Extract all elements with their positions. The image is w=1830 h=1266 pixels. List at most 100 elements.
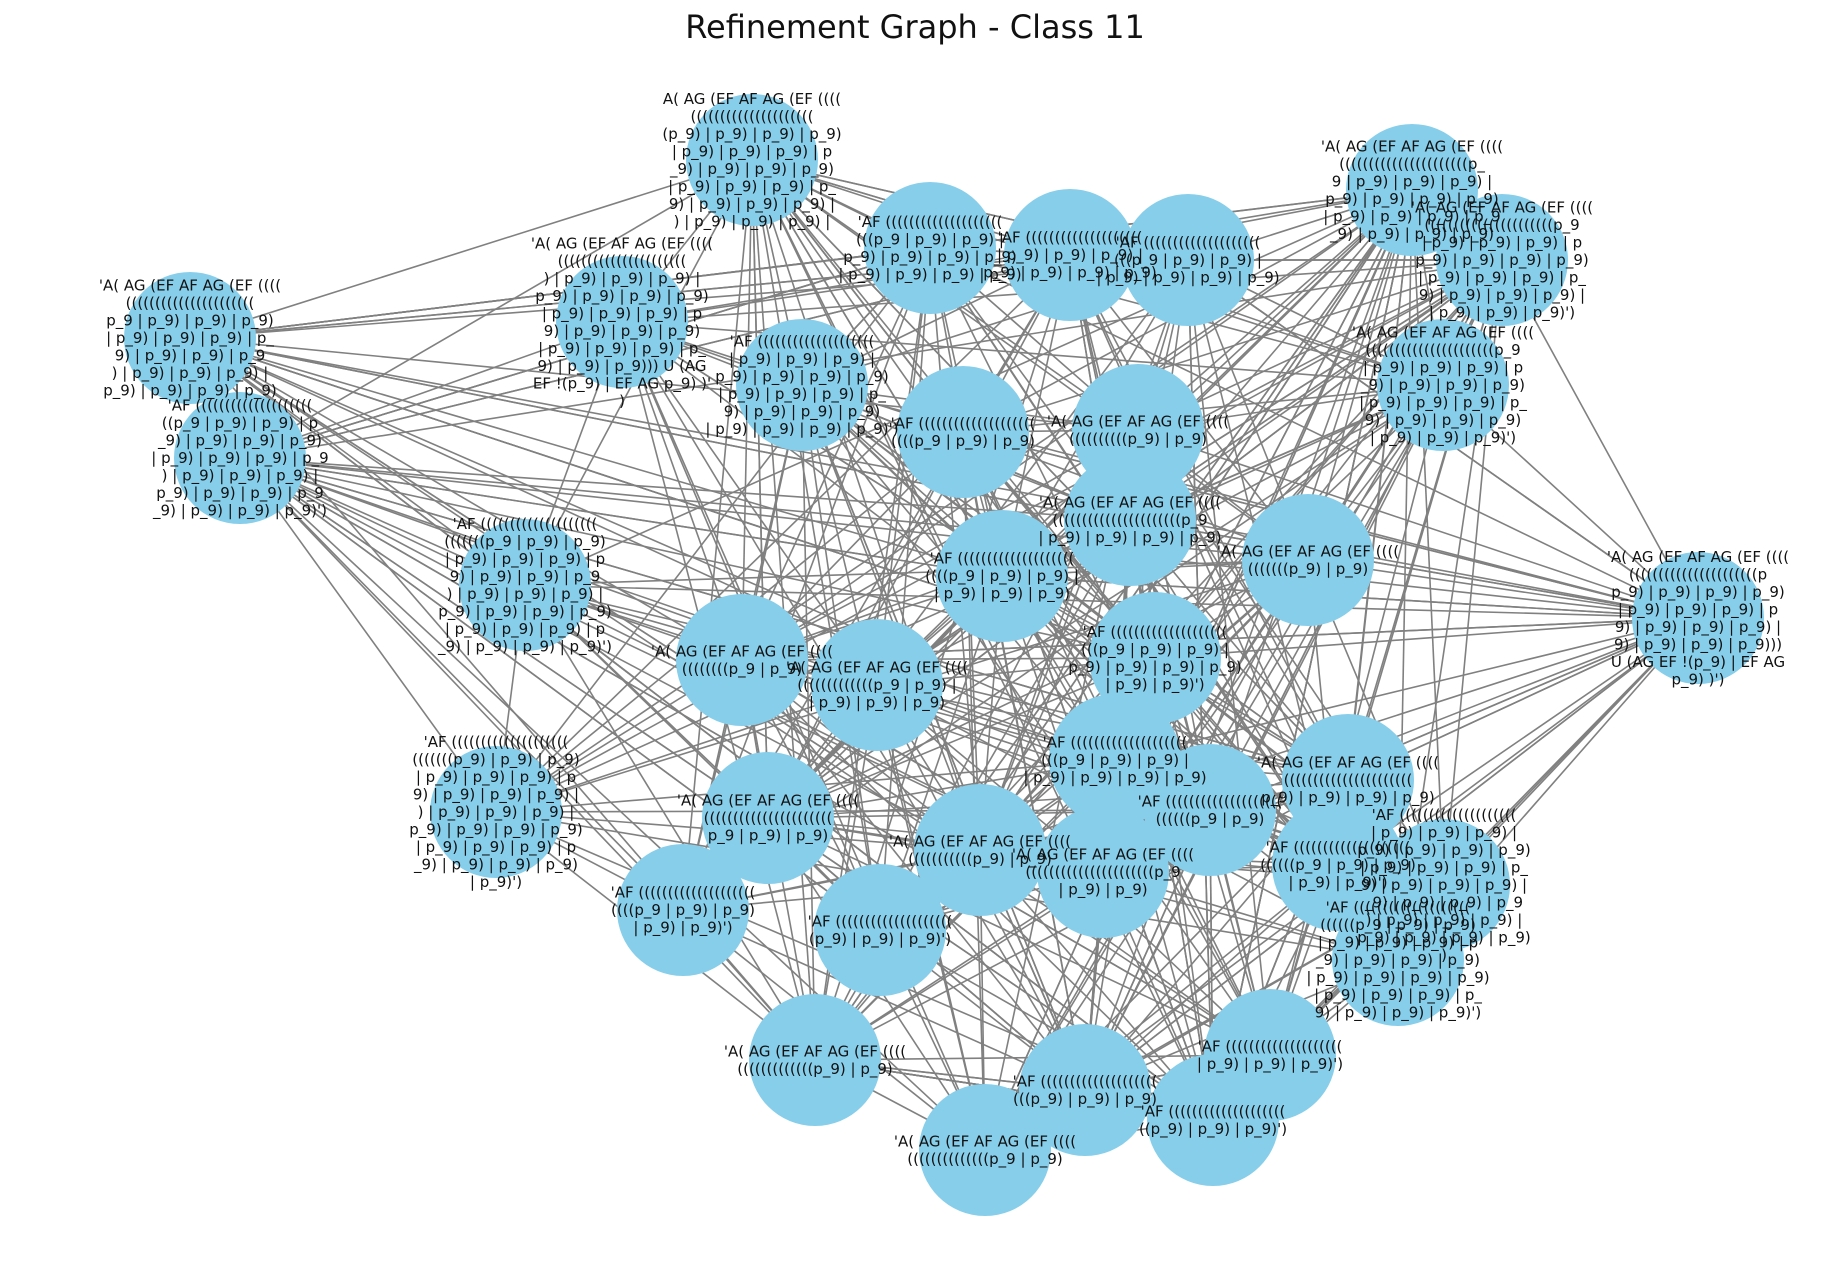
graph-node <box>919 1084 1051 1216</box>
graph-edge <box>189 337 1214 1121</box>
graph-edge <box>239 457 1131 521</box>
graph-edge <box>682 909 1086 1091</box>
graph-node <box>1332 894 1464 1026</box>
graph-edge <box>189 159 753 339</box>
graph-node <box>736 319 868 451</box>
node-label: 'A( AG (EF AF AG (EF (((((((((((((((((((… <box>1321 137 1503 244</box>
graph-node <box>1037 806 1169 938</box>
graph-node <box>1242 494 1374 626</box>
node-label: 'A( AG (EF AF AG (EF (((((((((((((((((((… <box>1012 846 1194 900</box>
node-label: 'AF (((((((((((((((((((((((((((p_9) | p_… <box>409 733 582 892</box>
graph-node <box>1072 364 1204 496</box>
graph-node <box>1377 319 1509 451</box>
node-label: 'A( AG (EF AF AG (EF (((((((((((((((p_9)… <box>889 832 1071 869</box>
graph-edge <box>239 457 497 813</box>
graph-edge <box>801 384 816 1061</box>
graph-edge <box>751 159 1349 781</box>
graph-edge <box>189 247 931 339</box>
node-label: 'A( AG (EF AF AG (EF (((((((((((((((((((… <box>1607 548 1789 690</box>
graph-edge <box>1129 519 1699 619</box>
node-label: 'A( AG (EF AF AG (EF ((((((((((((p_9 | p… <box>651 642 833 679</box>
node-label: 'AF (((((((((((((((((((((((p_9 | p_9) | … <box>1096 234 1279 288</box>
graph-edge <box>682 159 753 911</box>
graph-node <box>686 94 818 226</box>
graph-node <box>1436 194 1568 326</box>
graph-node <box>864 182 996 314</box>
graph-node <box>914 784 1046 916</box>
graph-edge <box>1069 254 1349 781</box>
graph-edge <box>189 337 1003 577</box>
graph-edge <box>239 457 684 911</box>
graph-node <box>676 594 808 726</box>
graph-edge <box>767 817 1271 1056</box>
graph-edge <box>801 384 981 851</box>
graph-edge <box>1154 617 1699 659</box>
node-label: 'AF ((((((((((((((((((((((((((p_9 | p_9) <box>1138 792 1283 829</box>
node-label: 'AF (((((((((((((((((((((((p_9) | p_9) |… <box>1013 1072 1158 1109</box>
graph-edge <box>1501 259 1699 619</box>
graph-edge <box>524 584 1699 619</box>
node-label: 'A( AG (EF AF AG (EF (((((((((((((((((((… <box>677 792 859 846</box>
graph-edge <box>239 457 1003 577</box>
graph-edge <box>767 657 1156 819</box>
node-label: 'AF ((((((((((((((((((((((((p_9 | p_9) |… <box>891 414 1036 451</box>
graph-title: Refinement Graph - Class 11 <box>685 8 1145 46</box>
graph-labels: A( AG (EF AF AG (EF ((((((((((((((((((((… <box>99 90 1789 1169</box>
node-label: 'AF ((((((((((((((((((((((((p_9 | p_9) |… <box>925 550 1079 604</box>
graph-node <box>1272 799 1404 931</box>
node-label: 'AF ((((((((((((((((((((((((((p_9 | p_9)… <box>1260 839 1416 893</box>
graph-edge <box>189 337 526 586</box>
node-label: 'AF ((((((((((((((((((((| p_9) | p_9) | … <box>1357 806 1530 964</box>
graph-edge <box>524 584 881 931</box>
node-label: 'A( AG (EF AF AG (EF ((((((((((((((p_9) … <box>1047 412 1229 449</box>
node-label: 'AF (((((((((((((((((((((((p_9 | p_9) | … <box>838 213 1021 284</box>
node-label: 'A( AG (EF AF AG (EF (((((((((((((((((((… <box>1411 199 1593 323</box>
graph-edge <box>962 259 1503 433</box>
graph-node <box>811 619 943 751</box>
node-label: 'AF ((((((((((((((((((((((((p_9 | p_9) |… <box>611 884 756 938</box>
node-label: 'AF (((((((((((((((((((((((p_9 | p_9) | … <box>1068 623 1241 695</box>
graph-edge <box>621 321 878 686</box>
node-label: 'AF ((((((((((((((((((((| p_9) | p_9) | … <box>983 229 1156 283</box>
graph-node <box>702 752 834 884</box>
graph-node <box>1204 989 1336 1121</box>
graph-node <box>556 256 688 388</box>
graph-node <box>1089 592 1221 724</box>
graph-edge <box>495 247 931 813</box>
node-label: 'AF ((((((((((((((((((((((((((p_9 | p_9)… <box>1306 899 1489 1023</box>
graph-edge <box>239 321 623 459</box>
graph-edge <box>741 247 931 661</box>
node-label: 'AF ((((((((((((((((((((| p_9) | p_9) | … <box>1197 1037 1343 1074</box>
graph-edge <box>1129 259 1503 521</box>
graph-edge <box>621 321 1444 386</box>
graph-node <box>1632 552 1764 684</box>
graph-node <box>1144 744 1276 876</box>
graph-edge <box>1337 617 1699 866</box>
node-label: 'A( AG (EF AF AG (EF (((((((((((p_9) | p… <box>1217 542 1399 579</box>
node-label: 'AF ((((((((((((((((((((((p_9 | p_9) | p… <box>151 397 328 521</box>
graph-edge <box>801 384 1086 1091</box>
graph-edge <box>239 457 981 851</box>
graph-edge <box>495 684 878 813</box>
node-label: 'A( AG (EF AF AG (EF (((((((((((((((((((… <box>1038 494 1221 548</box>
graph-edge <box>621 321 1131 521</box>
graph-node <box>459 519 591 651</box>
graph-edge <box>801 384 986 1151</box>
graph-edge <box>495 254 1071 813</box>
node-label: 'A( AG (EF AF AG (EF (((((((((((((((((((… <box>99 277 281 401</box>
graph-edge <box>801 384 1349 781</box>
node-label: 'AF ((((((((((((((((((((((p_9) | p_9) | … <box>1139 1102 1287 1139</box>
node-label: 'A( AG (EF AF AG (EF (((((((((((((((((((… <box>1352 324 1534 448</box>
node-label: 'A( AG (EF AF AG (EF ((((((((((((((((((p… <box>894 1132 1076 1169</box>
node-label: 'A( AG (EF AF AG (EF (((((((((((((((((((… <box>1257 754 1439 808</box>
node-label: 'A( AG (EF AF AG (EF (((((((((((((((((((… <box>531 234 713 409</box>
graph-node <box>1346 124 1478 256</box>
graph-edge <box>751 159 1104 873</box>
graph-edge <box>1187 259 1271 1056</box>
graph-node <box>814 864 946 996</box>
graph-node <box>174 392 306 524</box>
node-label: A( AG (EF AF AG (EF ((((((((((((((((((((… <box>662 90 841 232</box>
graph-node <box>1004 189 1136 321</box>
graph-node <box>749 994 881 1126</box>
node-label: 'A( AG (EF AF AG (EF (((((((((((((((((p_… <box>724 1042 906 1079</box>
